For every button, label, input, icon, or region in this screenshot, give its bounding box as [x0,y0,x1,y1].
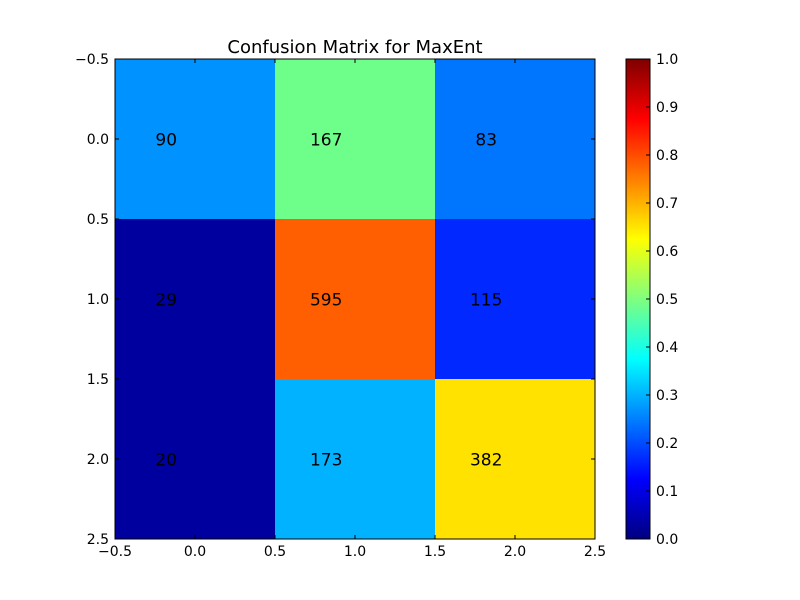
x-tick-label: 1.0 [344,544,366,560]
colorbar-tick-label: 0.4 [656,340,678,356]
y-tick-label: 0.5 [87,212,109,228]
colorbar-tick-label: 0.5 [656,292,678,308]
heatmap-cell-r1-c0 [115,219,275,379]
colorbar-tick-label: 0.0 [656,532,678,548]
heatmap-cell-r0-c0 [115,59,275,219]
cell-value-label-r1-c2: 115 [470,290,502,310]
cell-value-label-r2-c0: 20 [155,450,177,470]
colorbar-tick-label: 0.6 [656,244,678,260]
heatmap-cell-r0-c1 [275,59,435,219]
y-tick-label: 2.0 [87,452,109,468]
x-tick-label: −0.5 [98,544,132,560]
x-tick-label: 1.5 [424,544,446,560]
y-tick-label: 1.0 [87,292,109,308]
cell-value-label-r0-c1: 167 [310,130,342,150]
cell-value-label-r2-c2: 382 [470,450,502,470]
heatmap-cell-r2-c1 [275,379,435,539]
heatmap-cell-r2-c0 [115,379,275,539]
cell-value-label-r0-c2: 83 [475,130,497,150]
colorbar: 0.0 0.1 0.2 0.3 0.4 0.5 0.6 0.7 0.8 0.9 1.0 [625,52,678,548]
y-tick-label: 0.0 [87,132,109,148]
y-tick-label: 1.5 [87,372,109,388]
heatmap-cell-labels: 90 167 83 29 595 115 20 173 382 [155,130,502,470]
y-axis: −0.5 0.0 0.5 1.0 1.5 2.0 2.5 [75,52,595,548]
colorbar-tick-label: 0.8 [656,148,678,164]
y-tick-label: 2.5 [87,532,109,548]
cell-value-label-r1-c1: 595 [310,290,342,310]
x-tick-label: 0.0 [184,544,206,560]
colorbar-tick-label: 1.0 [656,52,678,68]
colorbar-tick-label: 0.3 [656,388,678,404]
colorbar-tick-label: 0.1 [656,484,678,500]
x-tick-label: 0.5 [264,544,286,560]
colorbar-tick-label: 0.2 [656,436,678,452]
heatmap-cell-r0-c2 [435,59,595,219]
x-tick-label: 2.5 [584,544,606,560]
heatmap-cell-r2-c2 [435,379,595,539]
y-tick-label: −0.5 [75,52,109,68]
chart-title: Confusion Matrix for MaxEnt [227,37,482,58]
colorbar-tick-label: 0.9 [656,100,678,116]
x-tick-label: 2.0 [504,544,526,560]
heatmap-cell-r1-c2 [435,219,595,379]
cell-value-label-r0-c0: 90 [155,130,177,150]
cell-value-label-r1-c0: 29 [155,290,177,310]
x-axis: −0.5 0.0 0.5 1.0 1.5 2.0 2.5 [98,59,606,560]
heatmap-cells [115,59,595,539]
cell-value-label-r2-c1: 173 [310,450,342,470]
heatmap-cell-r1-c1 [275,219,435,379]
colorbar-tick-label: 0.7 [656,196,678,212]
